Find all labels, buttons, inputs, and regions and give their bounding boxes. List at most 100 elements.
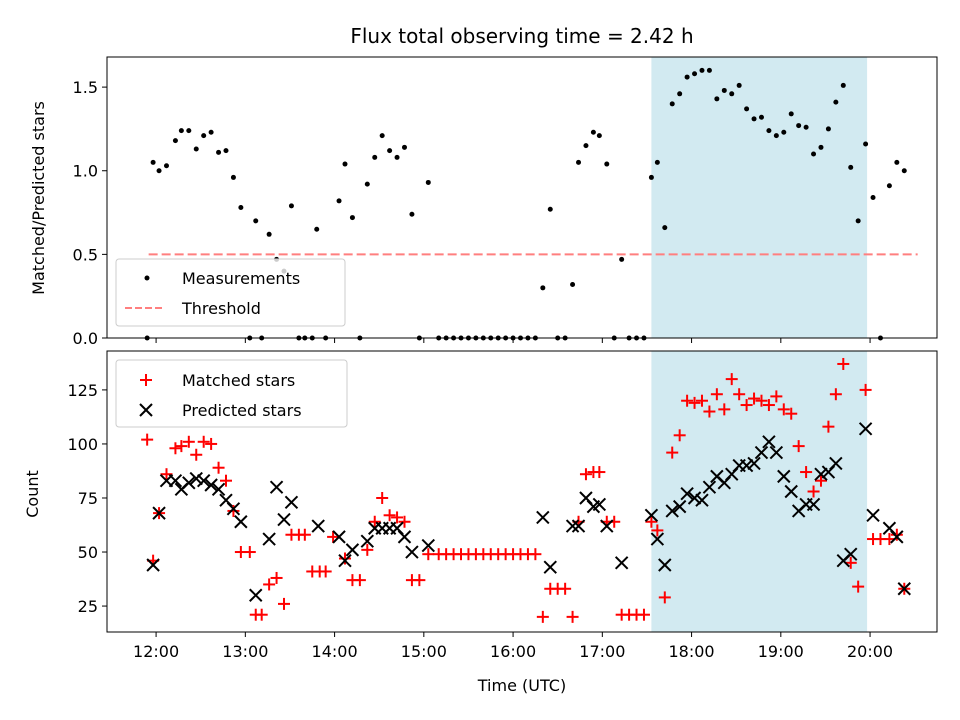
measurement-point — [172, 138, 178, 144]
matched-point — [212, 461, 225, 474]
predicted-point — [650, 532, 665, 546]
matched-point — [182, 435, 195, 448]
matched-point — [263, 578, 276, 591]
matched-point — [748, 392, 761, 405]
matched-point — [579, 468, 592, 481]
measurement-point — [894, 159, 900, 165]
bottom-legend-box — [115, 359, 348, 428]
predicted-point — [234, 515, 248, 529]
predicted-point — [168, 473, 183, 488]
x-tick-label: 14:00 — [312, 642, 358, 661]
matched-point — [703, 405, 716, 418]
measurement-point — [409, 211, 415, 217]
measurement-point — [336, 198, 342, 204]
matched-point — [800, 466, 813, 479]
measurement-point — [692, 71, 698, 77]
matched-point — [718, 403, 731, 416]
y-tick-label: 25 — [78, 597, 98, 616]
predicted-point — [777, 469, 791, 484]
measurement-point — [811, 151, 817, 157]
matched-point — [688, 396, 701, 409]
measurement-point — [818, 144, 824, 150]
measurement-point — [150, 159, 156, 165]
y-tick-label: 1.0 — [73, 162, 98, 181]
matched-point — [792, 440, 805, 453]
measurement-point — [216, 149, 222, 155]
matched-point — [327, 530, 340, 543]
measurement-point — [590, 129, 596, 135]
bottom-panel: 25 50 75 100 125 12:00 13:00 14:00 15:00 16:00 17… — [23, 350, 938, 695]
predicted-point — [702, 480, 717, 494]
measurement-point — [372, 154, 378, 160]
matched-point — [829, 388, 842, 401]
x-tick-label: 12:00 — [133, 642, 179, 661]
legend-label-measurements: Measurements — [182, 269, 300, 288]
matched-point — [319, 565, 332, 578]
matched-point — [141, 433, 154, 446]
chart-title: Flux total observing time = 2.42 h — [350, 24, 693, 48]
top-axes-frame — [106, 56, 938, 339]
predicted-point — [754, 445, 769, 460]
predicted-point — [204, 478, 218, 492]
predicted-point — [277, 512, 291, 527]
matched-point — [593, 466, 606, 479]
predicted-point — [769, 445, 784, 460]
predicted-point — [311, 519, 325, 533]
matched-point — [197, 435, 210, 448]
matched-point — [255, 608, 268, 621]
measurement-point — [238, 205, 244, 211]
matched-point — [205, 437, 218, 450]
predicted-point — [672, 499, 687, 514]
predicted-point — [226, 502, 241, 516]
measurement-point — [230, 174, 236, 180]
matched-point — [376, 491, 389, 504]
matched-point — [710, 388, 723, 401]
matched-point — [852, 580, 865, 593]
matched-point — [733, 388, 746, 401]
predicted-point — [249, 588, 263, 602]
top-y-axis-label: Matched/Predicted stars — [29, 101, 48, 295]
predicted-point — [345, 543, 360, 557]
matched-point — [391, 511, 404, 524]
matched-point — [190, 448, 203, 461]
measurement-point — [570, 281, 576, 287]
measurement-point — [619, 256, 625, 262]
predicted-point — [360, 534, 375, 548]
matched-point — [859, 383, 872, 396]
legend-marker-matched — [140, 374, 152, 386]
predicted-point — [762, 435, 776, 449]
measurement-point — [729, 91, 735, 97]
x-tick-label: 16:00 — [490, 642, 536, 661]
legend-marker-measurements — [144, 275, 150, 281]
measurement-point — [425, 179, 431, 185]
measurement-point — [401, 144, 407, 150]
x-axis-label: Time (UTC) — [477, 676, 566, 695]
matched-point — [814, 474, 827, 487]
bottom-axes-frame — [106, 350, 938, 633]
predicted-point — [695, 493, 709, 507]
measurement-point — [387, 148, 393, 154]
matched-point — [637, 608, 650, 621]
matched-point — [219, 474, 232, 487]
matched-point — [740, 399, 753, 412]
matched-point — [529, 548, 542, 561]
matched-point — [353, 574, 366, 587]
predicted-point — [397, 530, 412, 544]
matched-point — [270, 571, 283, 584]
matched-point — [777, 403, 790, 416]
measurement-point — [379, 133, 385, 139]
predicted-point — [565, 519, 580, 533]
measurement-points — [144, 67, 907, 341]
measurement-point — [583, 143, 589, 149]
predicted-point — [262, 532, 276, 546]
predicted-point — [614, 556, 629, 570]
x-tick-label: 13:00 — [222, 642, 268, 661]
measurement-point — [714, 96, 720, 102]
matched-point — [278, 597, 291, 610]
measurement-point — [840, 82, 846, 88]
matched-point — [807, 485, 820, 498]
predicted-point — [421, 538, 435, 553]
measurement-point — [848, 164, 854, 170]
predicted-point — [806, 497, 821, 512]
highlight-span-top — [651, 57, 868, 338]
